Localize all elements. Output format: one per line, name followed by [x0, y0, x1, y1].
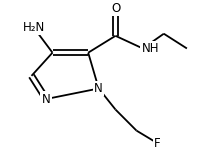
Text: NH: NH — [142, 42, 159, 55]
Text: O: O — [111, 2, 120, 15]
Text: N: N — [94, 82, 103, 95]
Text: F: F — [154, 137, 161, 150]
Text: H₂N: H₂N — [22, 21, 45, 34]
Text: N: N — [42, 93, 51, 106]
